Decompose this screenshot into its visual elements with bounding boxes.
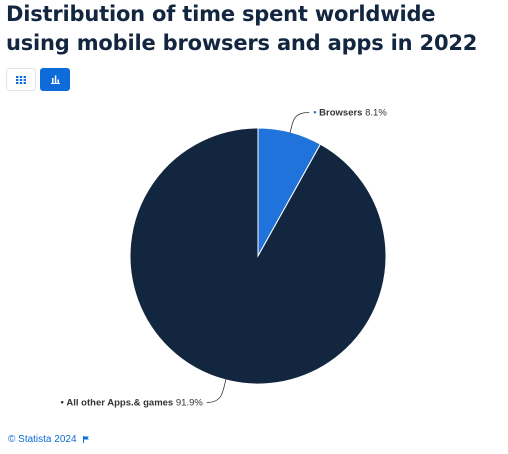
pie-connector-all-other-apps-games bbox=[206, 378, 227, 403]
table-view-button[interactable] bbox=[6, 68, 36, 91]
bar-chart-icon bbox=[50, 75, 60, 84]
footer: © Statista 2024 bbox=[8, 434, 89, 445]
flag-icon[interactable] bbox=[82, 436, 89, 443]
chart-view-button[interactable] bbox=[40, 68, 70, 91]
pie-chart: • Browsers 8.1% • All other Apps.& games … bbox=[60, 108, 387, 409]
pie-connector-browsers bbox=[289, 112, 310, 134]
data-label-browsers: • Browsers 8.1% bbox=[313, 108, 387, 119]
statista-credit[interactable]: © Statista 2024 bbox=[8, 434, 77, 445]
table-grid-icon bbox=[16, 75, 26, 84]
chart-title: Distribution of time spent worldwide usi… bbox=[6, 2, 478, 55]
pie-slice-all-other-apps-games[interactable] bbox=[129, 127, 387, 385]
data-label-all-other-apps-games: • All other Apps.& games 91.9% bbox=[60, 398, 203, 409]
